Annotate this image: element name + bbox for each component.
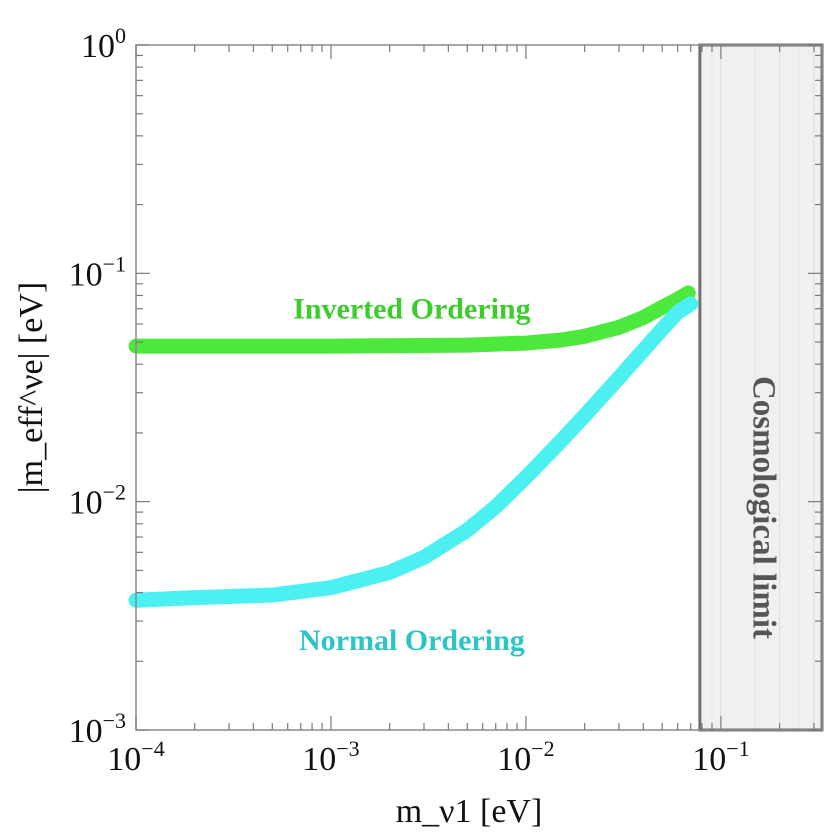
series-label-normal-ordering: Normal Ordering: [299, 624, 525, 657]
series-label-inverted-ordering: Inverted Ordering: [293, 292, 530, 325]
cosmological-limit-label: Cosmological limit: [745, 376, 781, 639]
plot-frame: [135, 44, 823, 731]
y-tick-label: 10−3: [69, 708, 126, 750]
y-tick-label: 100: [81, 23, 126, 65]
cosmological-limit-region: [699, 45, 822, 730]
y-tick-label: 10−1: [69, 251, 126, 293]
x-tick-label: 10−1: [692, 736, 749, 778]
x-tick-label: 10−2: [497, 736, 554, 778]
y-tick-label: 10−2: [69, 480, 126, 522]
y-axis-title: |m_eff^νe| [eV]: [13, 282, 50, 493]
x-axis-title: m_ν1 [eV]: [396, 793, 543, 830]
series-line-inverted-ordering: [128, 285, 696, 354]
x-tick-label: 10−4: [107, 736, 164, 778]
x-tick-label: 10−3: [302, 736, 359, 778]
series-line-normal-ordering: [128, 296, 699, 608]
